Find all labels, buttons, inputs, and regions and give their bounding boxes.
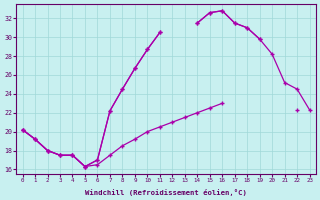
X-axis label: Windchill (Refroidissement éolien,°C): Windchill (Refroidissement éolien,°C) bbox=[85, 189, 247, 196]
